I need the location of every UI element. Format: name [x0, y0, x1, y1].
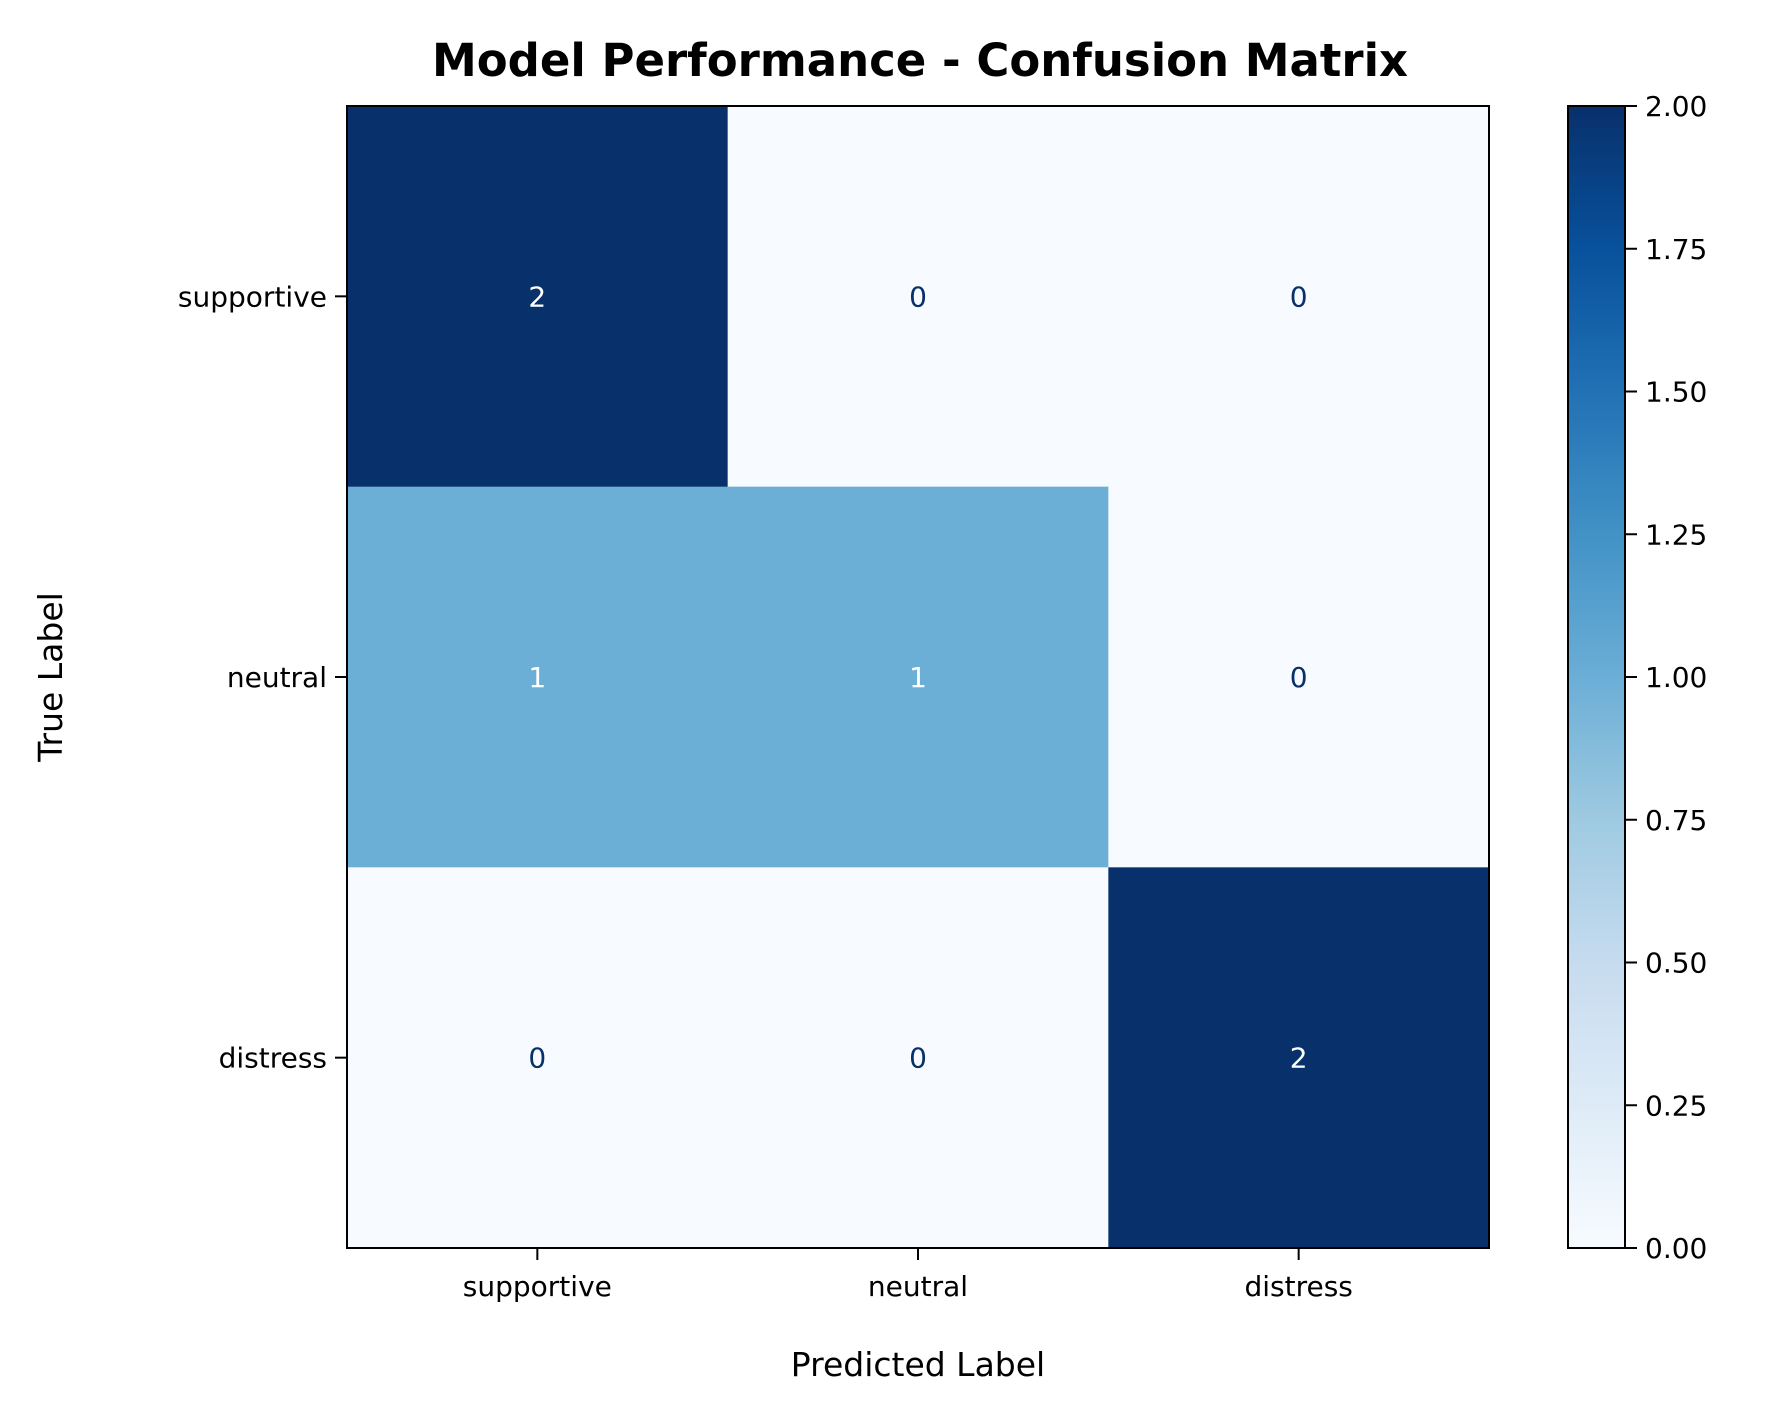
cell-value-label: 0: [909, 1042, 927, 1075]
colorbar-tick-label: 0.25: [1645, 1089, 1707, 1122]
heatmap-cell: [1108, 106, 1490, 488]
colorbar: [1567, 105, 1626, 1249]
cell-value-label: 1: [909, 661, 927, 694]
y-tick-label: distress: [219, 1042, 327, 1075]
x-tick-label: supportive: [463, 1270, 612, 1303]
heatmap-cell: [347, 106, 729, 488]
x-axis-label: Predicted Label: [791, 1345, 1045, 1384]
colorbar-tick-label: 1.50: [1645, 376, 1707, 409]
colorbar-tick-label: 2.00: [1645, 90, 1707, 123]
heatmap-cell: [347, 486, 729, 868]
x-tick-label: neutral: [868, 1270, 968, 1303]
colorbar-tick-label: 0.75: [1645, 804, 1707, 837]
cell-value-labels: 2 0 0 1 1 0 0 0 2: [528, 280, 1307, 1074]
cell-value-label: 2: [528, 280, 546, 313]
colorbar-tick-label: 1.75: [1645, 233, 1707, 266]
y-axis-label: True Label: [31, 592, 70, 763]
heatmap-cell: [1108, 486, 1490, 868]
heatmap-cell: [347, 867, 729, 1249]
y-tick-label: neutral: [227, 661, 327, 694]
x-axis-ticks: supportive neutral distress: [463, 1248, 1353, 1303]
x-tick-label: distress: [1244, 1270, 1352, 1303]
cell-value-label: 0: [1290, 280, 1308, 313]
cell-value-label: 2: [1290, 1042, 1308, 1075]
cell-value-label: 1: [528, 661, 546, 694]
colorbar-tick-label: 0.00: [1645, 1232, 1707, 1265]
colorbar-tick-label: 0.50: [1645, 947, 1707, 980]
y-tick-label: supportive: [178, 280, 327, 313]
y-axis-ticks: supportive neutral distress: [178, 280, 347, 1075]
cell-value-label: 0: [528, 1042, 546, 1075]
heatmap-cell: [727, 867, 1109, 1249]
cell-value-label: 0: [909, 280, 927, 313]
chart-title: Model Performance - Confusion Matrix: [432, 34, 1408, 87]
heatmap-cell: [1108, 867, 1490, 1249]
heatmap-cells: [347, 106, 1490, 1249]
heatmap-cell: [727, 486, 1109, 868]
heatmap-cell: [727, 106, 1109, 488]
colorbar-tick-label: 1.00: [1645, 661, 1707, 694]
colorbar-tick-label: 1.25: [1645, 518, 1707, 551]
colorbar-ticks: 0.00 0.25 0.50 0.75 1.00 1.25 1.50 1.75 2.00: [1625, 90, 1707, 1265]
cell-value-label: 0: [1290, 661, 1308, 694]
